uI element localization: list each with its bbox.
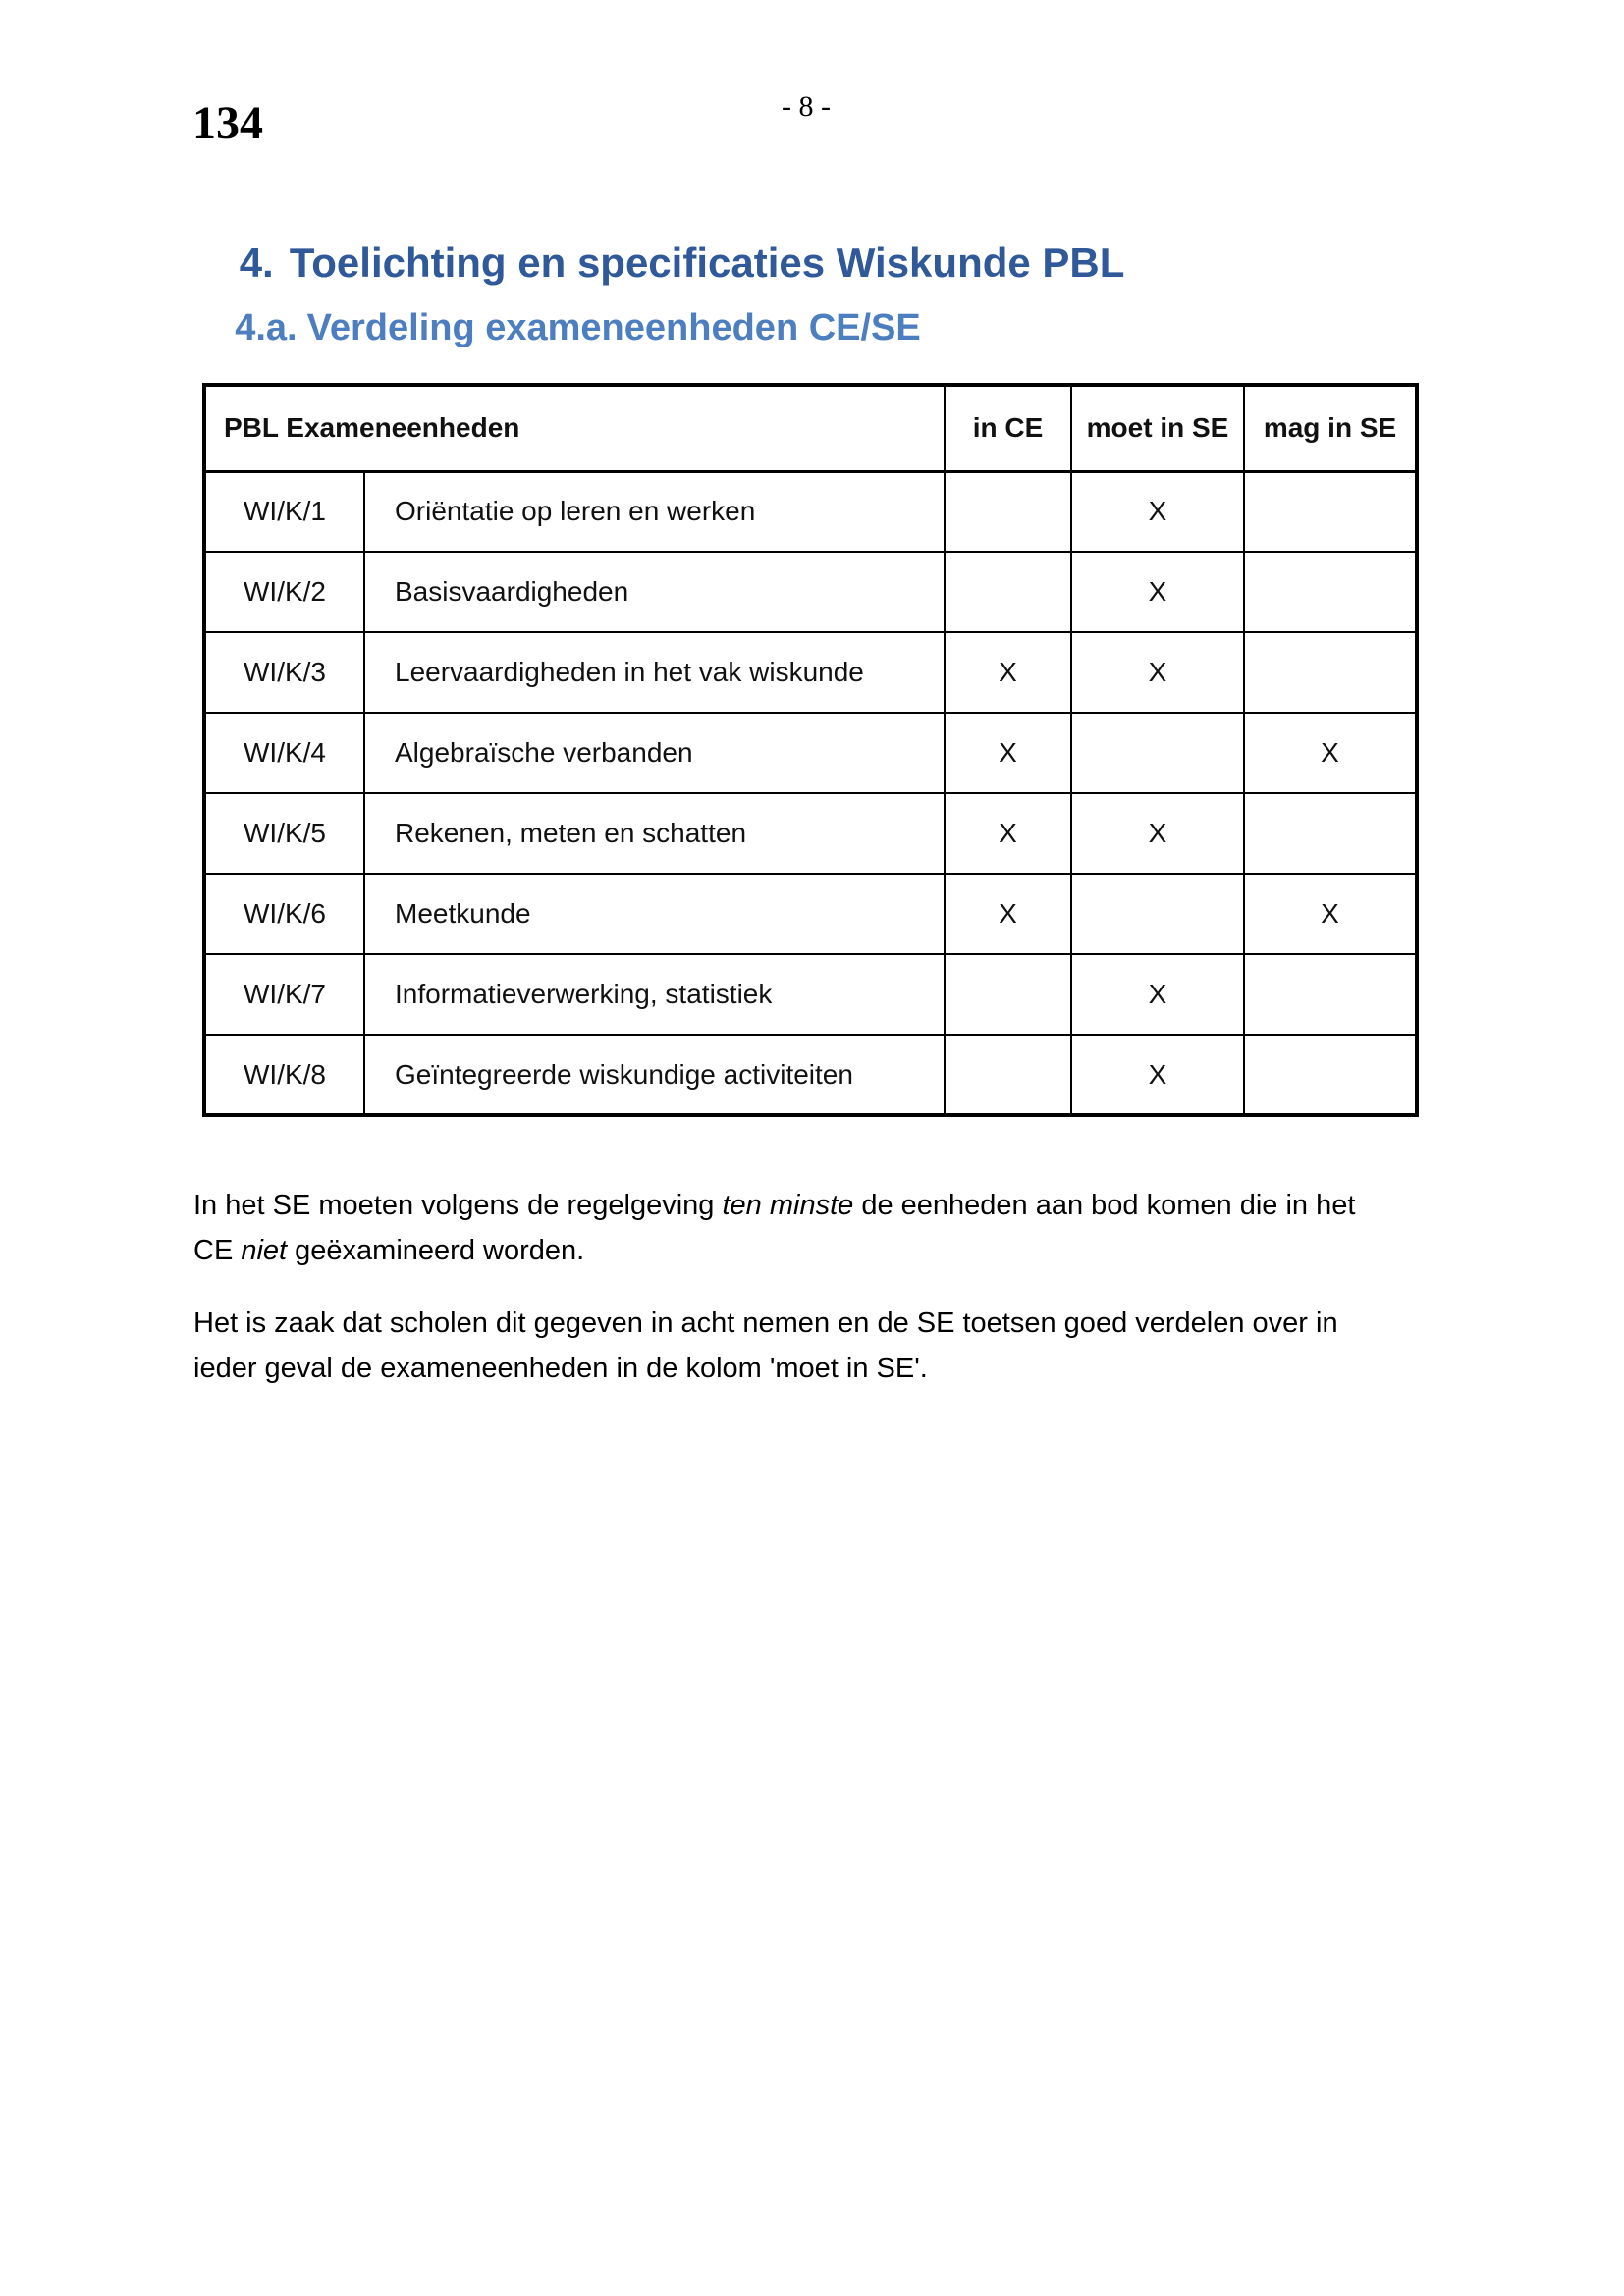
unit-description: Meetkunde [363, 873, 946, 955]
paragraph-text-italic: niet [241, 1235, 288, 1266]
mark-mag-in-se [1243, 470, 1418, 553]
paragraph-text: In het SE moeten volgens de regelgeving [193, 1190, 723, 1221]
unit-code: WI/K/1 [203, 470, 365, 553]
table-header-row: PBL Exameneenheden in CE moet in SE mag … [203, 384, 1418, 473]
mark-in-ce [944, 470, 1072, 553]
unit-code: WI/K/4 [203, 712, 365, 794]
paragraph-text: geëxamineerd worden. [287, 1235, 585, 1266]
unit-description: Basisvaardigheden [363, 551, 946, 633]
mark-moet-in-se: X [1070, 470, 1245, 553]
table-row: WI/K/4 Algebraïsche verbanden X X [203, 712, 1418, 794]
section-heading: 4. Toelichting en specificaties Wiskunde … [193, 192, 1125, 334]
subsection-heading-number: 4.a. [235, 307, 298, 348]
mark-in-ce [944, 551, 1072, 633]
paragraph-line: CE niet geëxamineerd worden. [193, 1228, 1470, 1273]
paragraph-text-italic: ten minste [722, 1190, 854, 1221]
mark-mag-in-se [1243, 953, 1418, 1036]
mark-in-ce: X [944, 712, 1072, 794]
mark-moet-in-se: X [1070, 551, 1245, 633]
unit-description: Rekenen, meten en schatten [363, 792, 946, 875]
mark-mag-in-se [1243, 1034, 1418, 1116]
page-number: 134 [192, 97, 263, 149]
table-row: WI/K/7 Informatieverwerking, statistiek … [203, 953, 1418, 1036]
mark-in-ce [944, 1034, 1072, 1116]
mark-moet-in-se [1070, 873, 1245, 955]
unit-code: WI/K/2 [203, 551, 365, 633]
unit-description: Informatieverwerking, statistiek [363, 953, 946, 1036]
subsection-heading: 4.a. Verdeling exameneenheden CE/SE [193, 265, 921, 392]
table-row: WI/K/2 Basisvaardigheden X [203, 551, 1418, 633]
paragraph-line: In het SE moeten volgens de regelgeving … [193, 1183, 1470, 1228]
unit-code: WI/K/8 [203, 1034, 365, 1116]
unit-code: WI/K/6 [203, 873, 365, 955]
mark-mag-in-se: X [1243, 873, 1418, 955]
unit-description: Oriëntatie op leren en werken [363, 470, 946, 553]
table-row: WI/K/6 Meetkunde X X [203, 873, 1418, 955]
mark-moet-in-se [1070, 712, 1245, 794]
mark-in-ce: X [944, 631, 1072, 714]
mark-in-ce: X [944, 873, 1072, 955]
table-row: WI/K/8 Geïntegreerde wiskundige activite… [203, 1034, 1418, 1116]
table-row: WI/K/5 Rekenen, meten en schatten X X [203, 792, 1418, 875]
section-heading-number: 4. [239, 240, 274, 286]
mark-in-ce: X [944, 792, 1072, 875]
mark-moet-in-se: X [1070, 631, 1245, 714]
mark-in-ce [944, 953, 1072, 1036]
subsection-heading-text: Verdeling exameneenheden CE/SE [306, 307, 921, 348]
paragraph-se-regelgeving: In het SE moeten volgens de regelgeving … [193, 1183, 1470, 1273]
running-head-page-marker: - 8 - [782, 90, 831, 123]
mark-mag-in-se [1243, 792, 1418, 875]
mark-mag-in-se [1243, 631, 1418, 714]
unit-description: Leervaardigheden in het vak wiskunde [363, 631, 946, 714]
paragraph-line: Het is zaak dat scholen dit gegeven in a… [193, 1308, 1338, 1339]
mark-moet-in-se: X [1070, 1034, 1245, 1116]
unit-code: WI/K/3 [203, 631, 365, 714]
mark-mag-in-se: X [1243, 712, 1418, 794]
mark-mag-in-se [1243, 551, 1418, 633]
paragraph-line: ieder geval de exameneenheden in de kolo… [193, 1353, 928, 1384]
table-row: WI/K/1 Oriëntatie op leren en werken X [203, 470, 1418, 553]
unit-code: WI/K/7 [203, 953, 365, 1036]
unit-code: WI/K/5 [203, 792, 365, 875]
table-header-moet-in-se: moet in SE [1070, 384, 1245, 473]
paragraph-text: de eenheden aan bod komen die in het [853, 1190, 1356, 1221]
unit-description: Geïntegreerde wiskundige activiteiten [363, 1034, 946, 1116]
section-heading-text: Toelichting en specificaties Wiskunde PB… [289, 240, 1125, 286]
exam-units-table: PBL Exameneenheden in CE moet in SE mag … [202, 383, 1419, 1117]
unit-description: Algebraïsche verbanden [363, 712, 946, 794]
mark-moet-in-se: X [1070, 953, 1245, 1036]
table-row: WI/K/3 Leervaardigheden in het vak wisku… [203, 631, 1418, 714]
table-header-title: PBL Exameneenheden [203, 384, 946, 473]
table-header-mag-in-se: mag in SE [1243, 384, 1418, 473]
paragraph-text: CE [193, 1235, 242, 1266]
mark-moet-in-se: X [1070, 792, 1245, 875]
table-header-in-ce: in CE [944, 384, 1072, 473]
paragraph-se-toetsen: Het is zaak dat scholen dit gegeven in a… [193, 1301, 1470, 1391]
